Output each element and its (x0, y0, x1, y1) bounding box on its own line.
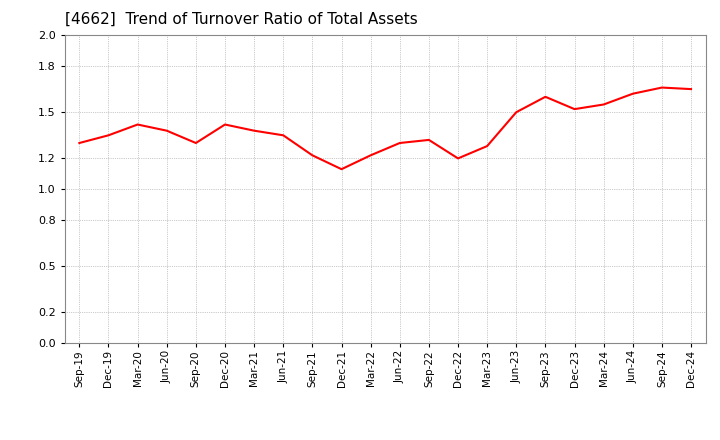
Text: [4662]  Trend of Turnover Ratio of Total Assets: [4662] Trend of Turnover Ratio of Total … (65, 12, 418, 27)
